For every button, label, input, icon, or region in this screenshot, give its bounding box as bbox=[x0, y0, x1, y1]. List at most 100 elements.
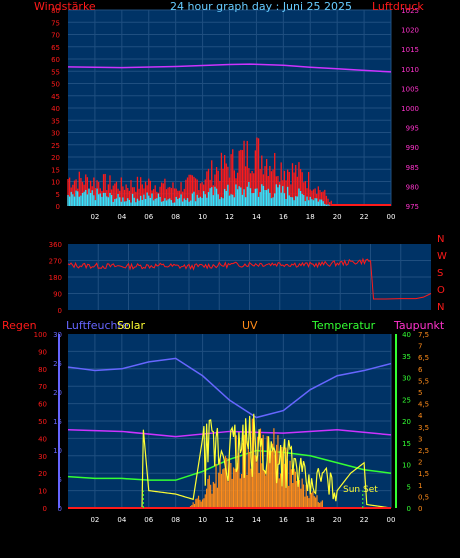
humidity-axis-label: Luftfeuchte bbox=[66, 319, 129, 332]
dewpoint-tick-label: 1 bbox=[418, 482, 422, 490]
solar-axis-label: Solar bbox=[117, 319, 146, 332]
wind-speed-tick-label: 50 bbox=[51, 81, 60, 89]
temperature-tick-label: 40 bbox=[402, 331, 411, 339]
compass-label: N bbox=[437, 302, 444, 313]
wind-direction-line bbox=[67, 257, 371, 271]
wind-pressure-ticks: 0510152025303540455055606570758097598098… bbox=[51, 7, 419, 221]
pressure-axis-label: Luftdruck bbox=[372, 0, 424, 13]
wind-speed-axis-label: Windstärke bbox=[34, 0, 96, 13]
x-tick-label: 20 bbox=[333, 213, 342, 221]
x-tick-label: 22 bbox=[360, 516, 369, 524]
wind-pressure-grid bbox=[68, 9, 392, 206]
pressure-tick-label: 990 bbox=[406, 144, 419, 152]
dewpoint-tick-label: 3,5 bbox=[418, 424, 429, 432]
temperature-tick-label: 10 bbox=[402, 462, 411, 470]
weather-ticks: 0102030405060708090100051015202530051015… bbox=[34, 331, 430, 524]
pressure-tick-label: 995 bbox=[406, 125, 419, 133]
x-tick-label: 04 bbox=[117, 516, 126, 524]
x-tick-label: 16 bbox=[279, 213, 288, 221]
dewpoint-line bbox=[67, 428, 392, 438]
x-tick-label: 18 bbox=[306, 213, 315, 221]
dewpoint-tick-label: 7 bbox=[418, 343, 422, 351]
wind-speed-tick-label: 20 bbox=[51, 154, 60, 162]
x-tick-label: 06 bbox=[144, 213, 153, 221]
temperature-tick-label: 0 bbox=[407, 505, 411, 513]
humidity-tick-label: 25 bbox=[53, 360, 62, 368]
weather-series bbox=[67, 357, 392, 509]
pressure-tick-label: 1025 bbox=[401, 7, 419, 15]
dewpoint-tick-label: 5 bbox=[418, 389, 422, 397]
wind-direction-line bbox=[370, 260, 432, 300]
rain-tick-label: 50 bbox=[38, 418, 47, 426]
wind-speed-tick-label: 80 bbox=[51, 7, 60, 15]
temperature-tick-label: 5 bbox=[407, 483, 411, 491]
wind-speed-tick-label: 40 bbox=[51, 105, 60, 113]
temperature-tick-label: 15 bbox=[402, 440, 411, 448]
wind-speed-tick-label: 45 bbox=[51, 93, 60, 101]
pressure-tick-label: 1010 bbox=[401, 66, 419, 74]
dewpoint-axis-label: Taupunkt bbox=[393, 319, 445, 332]
dewpoint-tick-label: 0 bbox=[418, 505, 422, 513]
rain-tick-label: 40 bbox=[38, 435, 47, 443]
x-tick-label: 00 bbox=[387, 516, 396, 524]
wind-speed-tick-label: 75 bbox=[51, 19, 60, 27]
x-tick-label: 02 bbox=[90, 516, 99, 524]
x-tick-label: 10 bbox=[198, 516, 207, 524]
dewpoint-tick-label: 2,5 bbox=[418, 447, 429, 455]
temperature-tick-label: 30 bbox=[402, 375, 411, 383]
temperature-axis-label: Temperatur bbox=[311, 319, 376, 332]
rain-tick-label: 60 bbox=[38, 401, 47, 409]
compass-label: S bbox=[437, 268, 443, 279]
wind-speed-tick-label: 65 bbox=[51, 44, 60, 52]
direction-tick-label: 90 bbox=[53, 291, 62, 299]
dewpoint-tick-label: 7,5 bbox=[418, 331, 429, 339]
x-tick-label: 06 bbox=[144, 516, 153, 524]
sunset-annotation: Sun Set bbox=[343, 485, 378, 495]
dewpoint-tick-label: 6 bbox=[418, 366, 423, 374]
temperature-tick-label: 25 bbox=[402, 396, 411, 404]
pressure-tick-label: 980 bbox=[406, 183, 419, 191]
wind-speed-tick-label: 0 bbox=[56, 203, 60, 211]
rain-axis-label: Regen bbox=[2, 319, 37, 332]
dewpoint-tick-label: 3 bbox=[418, 435, 422, 443]
x-tick-label: 14 bbox=[252, 516, 261, 524]
wind-speed-tick-label: 30 bbox=[51, 130, 60, 138]
x-tick-label: 12 bbox=[225, 213, 234, 221]
x-tick-label: 02 bbox=[90, 213, 99, 221]
wind-pressure-panel: 0510152025303540455055606570758097598098… bbox=[34, 0, 424, 221]
wind-speed-tick-label: 25 bbox=[51, 142, 60, 150]
dewpoint-tick-label: 0,5 bbox=[418, 493, 429, 501]
pressure-line bbox=[67, 63, 392, 73]
direction-tick-label: 360 bbox=[49, 241, 62, 249]
compass-label: O bbox=[437, 285, 445, 296]
rain-tick-label: 10 bbox=[38, 488, 47, 496]
rain-tick-label: 70 bbox=[38, 383, 47, 391]
temperature-tick-label: 35 bbox=[402, 353, 411, 361]
direction-tick-label: 0 bbox=[58, 307, 62, 315]
x-tick-label: 14 bbox=[252, 213, 261, 221]
x-tick-label: 04 bbox=[117, 213, 126, 221]
x-tick-label: 16 bbox=[279, 516, 288, 524]
rain-tick-label: 80 bbox=[38, 366, 47, 374]
humidity-tick-label: 0 bbox=[58, 505, 62, 513]
compass-label: W bbox=[437, 251, 447, 262]
humidity-tick-label: 5 bbox=[58, 476, 62, 484]
dewpoint-tick-label: 4 bbox=[418, 412, 423, 420]
humidity-line bbox=[67, 357, 392, 419]
wind-speed-tick-label: 10 bbox=[51, 179, 60, 187]
humidity-tick-label: 30 bbox=[53, 331, 62, 339]
wind-speed-tick-label: 5 bbox=[56, 191, 60, 199]
dewpoint-tick-label: 6,5 bbox=[418, 354, 429, 362]
rain-tick-label: 90 bbox=[38, 348, 47, 356]
dewpoint-tick-label: 4,5 bbox=[418, 401, 429, 409]
humidity-tick-label: 20 bbox=[53, 389, 62, 397]
x-tick-label: 22 bbox=[360, 213, 369, 221]
wind-speed-tick-label: 60 bbox=[51, 56, 60, 64]
uv-axis-label: UV bbox=[242, 319, 258, 332]
rain-tick-label: 0 bbox=[43, 505, 47, 513]
dewpoint-tick-label: 2 bbox=[418, 459, 422, 467]
